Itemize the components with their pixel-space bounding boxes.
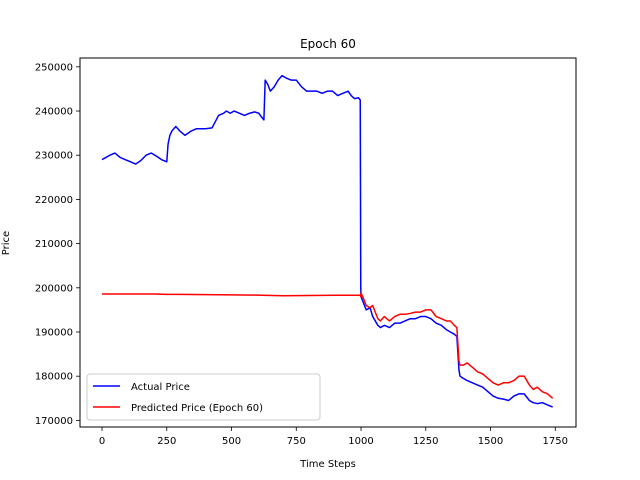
plot-frame xyxy=(80,58,576,427)
x-tick-label: 1000 xyxy=(348,436,373,447)
series-line-predicted-price xyxy=(102,292,554,399)
x-tick-label: 1750 xyxy=(543,436,568,447)
y-tick-label: 190000 xyxy=(35,327,73,338)
y-axis-label: Price xyxy=(1,231,12,255)
y-tick-label: 210000 xyxy=(35,239,73,250)
legend-box xyxy=(86,373,321,421)
x-tick-label: 500 xyxy=(222,436,241,447)
x-axis-label: Time Steps xyxy=(299,459,356,470)
x-axis: 0 250 500 750 1000 1250 1500 1750 xyxy=(99,427,568,447)
chart-title: Epoch 60 xyxy=(300,37,356,51)
plot-border xyxy=(79,57,577,428)
y-tick-label: 250000 xyxy=(35,62,73,73)
y-tick-label: 200000 xyxy=(35,283,73,294)
plot-area xyxy=(80,58,576,427)
legend: Actual Price Predicted Price (Epoch 60) xyxy=(86,373,321,421)
x-tick-label: 1500 xyxy=(478,436,503,447)
y-tick-label: 230000 xyxy=(35,151,73,162)
x-tick-label: 0 xyxy=(99,436,105,447)
legend-label: Predicted Price (Epoch 60) xyxy=(131,403,263,414)
y-tick-label: 170000 xyxy=(35,416,73,427)
legend-label: Actual Price xyxy=(131,382,190,393)
y-axis: 170000 180000 190000 200000 210000 220000 2300… xyxy=(35,62,80,427)
x-tick-label: 1250 xyxy=(413,436,438,447)
x-tick-label: 250 xyxy=(157,436,176,447)
x-tick-label: 750 xyxy=(287,436,306,447)
y-tick-label: 220000 xyxy=(35,195,73,206)
series-line-actual-price xyxy=(101,74,553,408)
y-tick-label: 180000 xyxy=(35,372,73,383)
y-tick-label: 240000 xyxy=(35,107,73,118)
series-layer xyxy=(101,74,554,408)
